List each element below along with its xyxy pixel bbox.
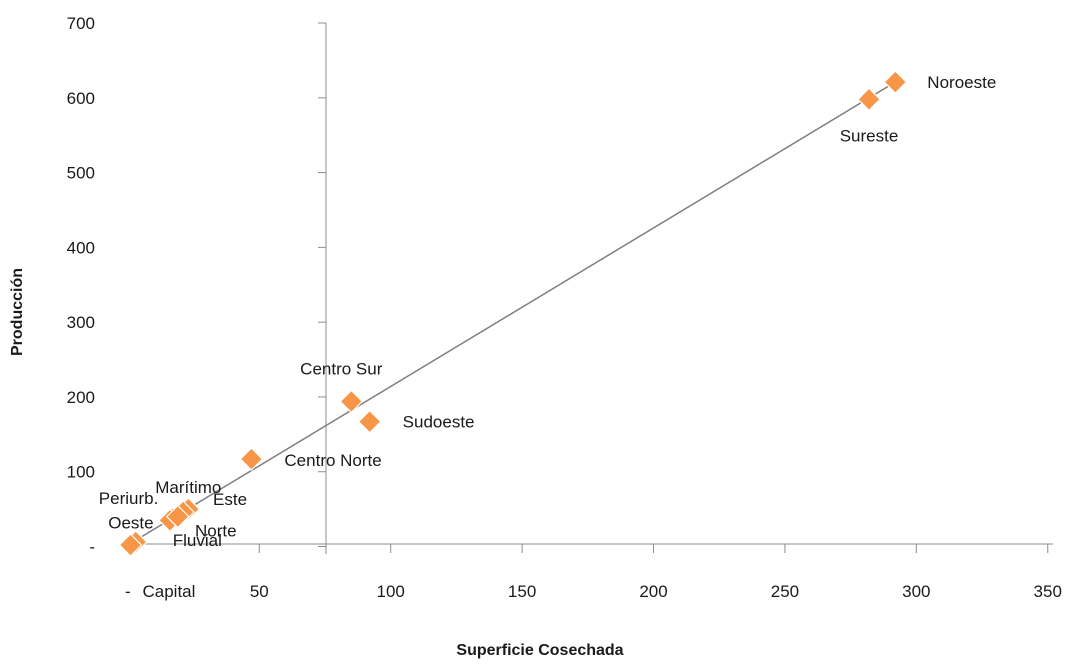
- data-label: Este: [213, 490, 247, 509]
- data-label: Noroeste: [927, 73, 996, 92]
- data-point: [118, 533, 143, 557]
- data-point: [165, 504, 190, 529]
- data-point: [239, 447, 264, 471]
- data-label: Centro Norte: [284, 451, 381, 470]
- y-tick-label: -: [89, 538, 95, 557]
- data-point: [357, 409, 382, 434]
- data-label: Centro Sur: [300, 359, 383, 378]
- data-label: Oeste: [108, 513, 153, 532]
- y-tick-label: 700: [67, 14, 95, 33]
- x-tick-label: 200: [639, 582, 667, 601]
- data-label: Periurb.: [99, 489, 159, 508]
- x-tick-label: 50: [250, 582, 269, 601]
- data-label: Norte: [195, 522, 237, 541]
- data-points: [118, 70, 908, 557]
- trendline: [127, 81, 896, 546]
- data-point: [339, 389, 364, 414]
- x-tick-label: 350: [1034, 582, 1062, 601]
- x-tick-label: -: [125, 582, 131, 601]
- trendline-layer: [127, 81, 896, 546]
- y-tick-label: 100: [67, 463, 95, 482]
- x-tick-label: 100: [377, 582, 405, 601]
- y-tick-label: 500: [67, 164, 95, 183]
- data-point: [857, 87, 881, 112]
- x-tick-label: 300: [902, 582, 930, 601]
- tick-labels: - 50 100 150 200 250 300 350 - 100 200 300 400 500 600…: [67, 14, 1062, 601]
- x-tick-label: 150: [508, 582, 536, 601]
- x-tick-label: 250: [771, 582, 799, 601]
- y-tick-label: 300: [67, 313, 95, 332]
- y-tick-label: 600: [67, 89, 95, 108]
- data-labels: Noroeste Sureste Centro Sur Sudoeste Centro …: [99, 73, 996, 601]
- data-label: Marítimo: [155, 478, 221, 497]
- y-tick-label: 200: [67, 388, 95, 407]
- data-label: Sureste: [840, 126, 899, 145]
- data-label: Sudoeste: [403, 413, 475, 432]
- axes: [120, 23, 1053, 554]
- x-axis-title: Superficie Cosechada: [456, 642, 623, 659]
- data-point: [883, 70, 908, 94]
- data-label: Fluvial: [173, 531, 222, 550]
- y-axis-title: Producción: [9, 268, 26, 356]
- data-label: Capital: [143, 582, 196, 601]
- y-tick-label: 400: [67, 238, 95, 257]
